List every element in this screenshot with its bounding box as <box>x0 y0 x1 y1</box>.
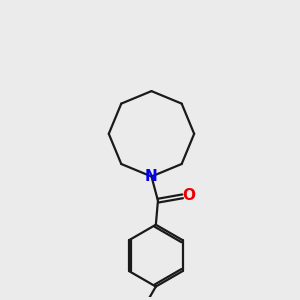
Text: N: N <box>145 169 158 184</box>
Text: O: O <box>183 188 196 203</box>
